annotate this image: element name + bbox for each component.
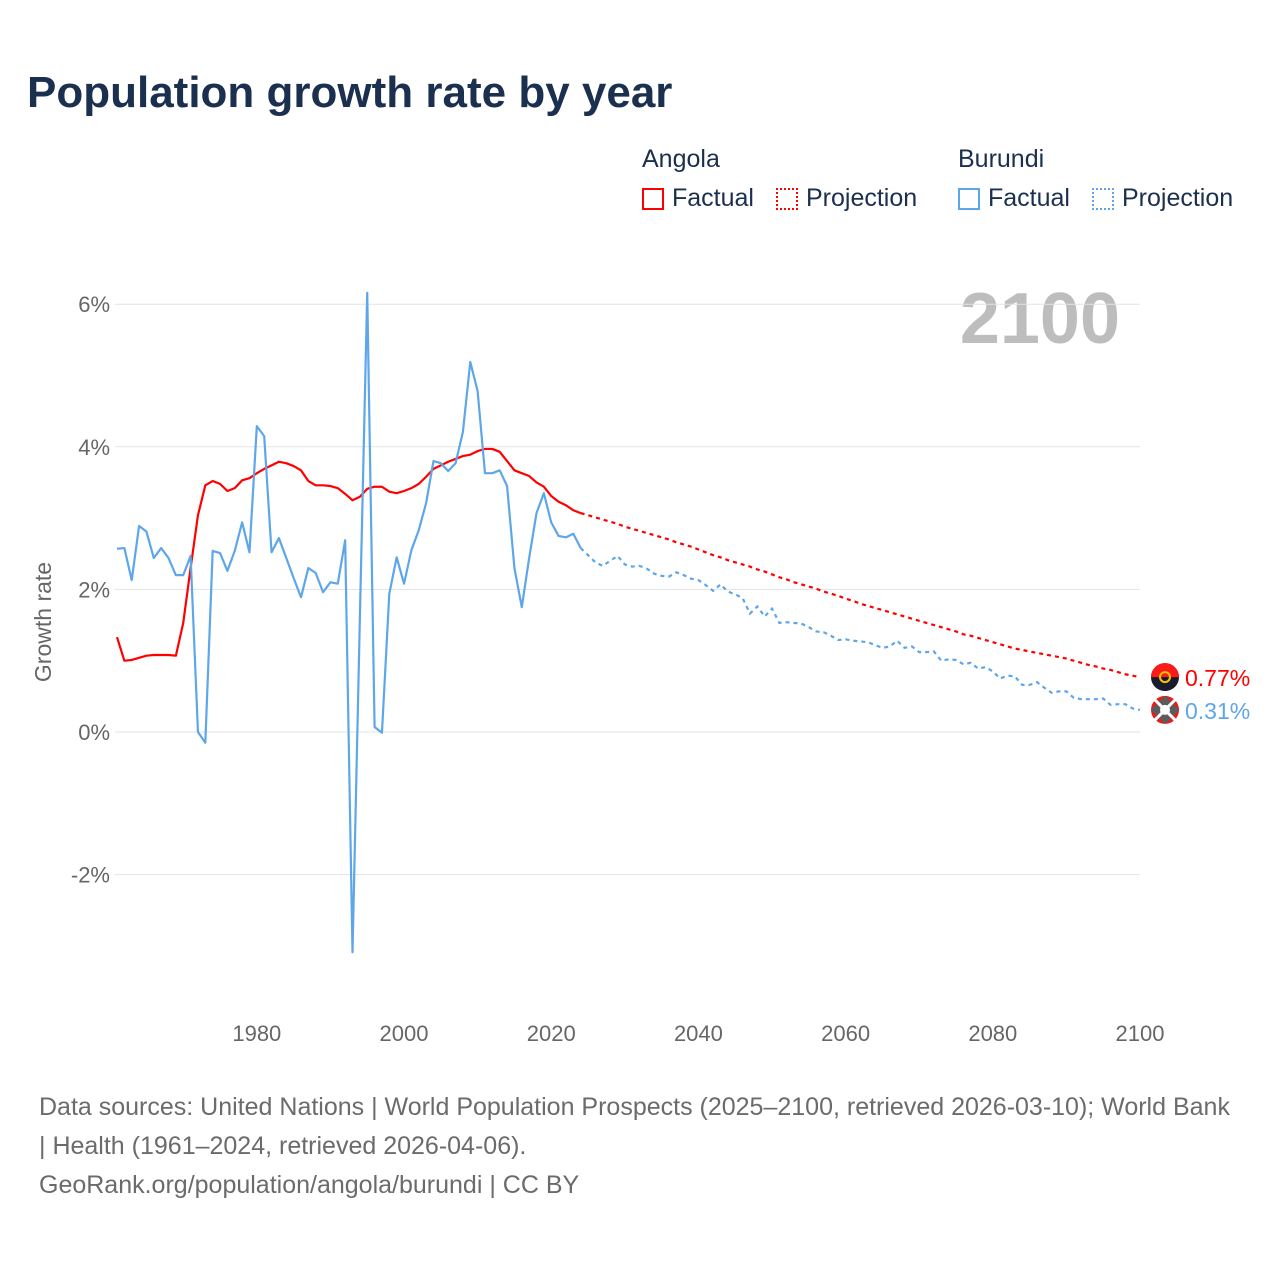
legend-label: Factual [988, 184, 1070, 212]
legend-label: Projection [1121, 184, 1234, 212]
burundi-projection-line [579, 547, 1141, 711]
angola-projection-line [580, 512, 1141, 679]
chart-title: Population growth rate by year [27, 68, 673, 117]
y-tick-label: 2% [78, 577, 110, 602]
y-tick-label: 0% [78, 720, 110, 745]
x-tick-label: 2000 [380, 1021, 429, 1046]
y-tick-label: -2% [71, 863, 110, 888]
y-tick-label: 6% [78, 292, 110, 317]
legend-country-burundi: Burundi [958, 145, 1045, 173]
flag-disc [1160, 704, 1170, 715]
legend-swatch-dotted [775, 187, 798, 210]
legend-burundi-projection[interactable]: Projection [1091, 184, 1234, 213]
y-tick-label: 4% [78, 435, 110, 460]
flag-red-half [1151, 663, 1179, 678]
legend-swatch-solid [642, 187, 664, 210]
flag-emblem [1159, 671, 1171, 684]
legend-angola: Angola Factual Projection [642, 145, 933, 213]
angola-end-label: 0.77% [1185, 665, 1250, 691]
burundi-factual-line [116, 291, 582, 954]
legend-burundi-factual[interactable]: Factual [958, 184, 1070, 213]
legend-swatch-solid [958, 187, 980, 210]
burundi-end-label: 0.31% [1185, 698, 1250, 724]
x-tick-label: 2080 [968, 1021, 1017, 1046]
legend-burundi: Burundi Factual Projection [958, 145, 1249, 213]
footer: Data sources: United Nations | World Pop… [39, 1088, 1239, 1205]
angola-flag-icon [1151, 663, 1179, 692]
x-tick-label: 2020 [527, 1021, 576, 1046]
angola-factual-line [115, 447, 582, 662]
legend-swatch-dotted [1091, 187, 1114, 210]
legend-label: Projection [805, 184, 918, 212]
x-tick-label: 2040 [674, 1021, 723, 1046]
legend-angola-projection[interactable]: Projection [775, 184, 918, 213]
legend-label: Factual [672, 184, 754, 212]
x-tick-label: 2060 [821, 1021, 870, 1046]
burundi-flag-icon [1151, 695, 1179, 724]
x-tick-label: 2100 [1116, 1021, 1165, 1046]
data-sources: Data sources: United Nations | World Pop… [39, 1093, 1230, 1160]
legend-country-angola: Angola [642, 145, 720, 173]
credit-link[interactable]: GeoRank.org/population/angola/burundi | … [39, 1171, 580, 1199]
y-axis-label: Growth rate [30, 562, 56, 682]
legend-angola-factual[interactable]: Factual [642, 184, 754, 213]
current-year-label: 2100 [960, 279, 1120, 359]
x-tick-label: 1980 [232, 1021, 281, 1046]
